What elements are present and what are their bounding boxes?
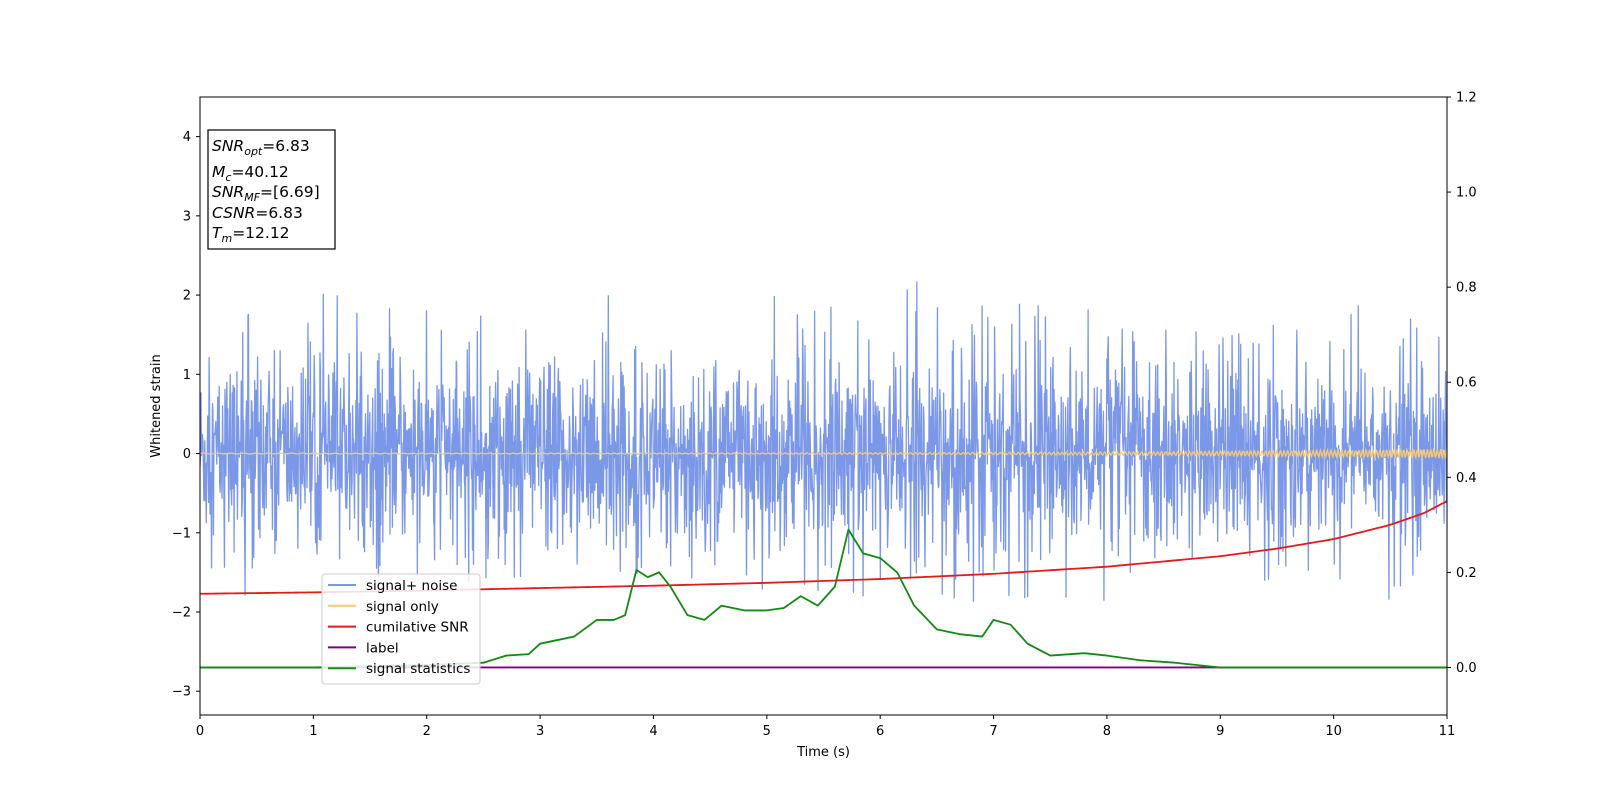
legend-label: signal+ noise [366,578,457,594]
annotation-line: SNRopt=6.83 [212,137,310,158]
y2-tick-label: 0.8 [1456,281,1477,296]
annotation-line: SNRMF=[6.69] [212,183,320,204]
y2-tick-label: 0.2 [1456,566,1477,581]
y-tick-label: 3 [183,209,191,224]
x-axis-label: Time (s) [796,745,850,760]
annotation-line: Tm=12.12 [212,224,290,245]
y2-tick-label: 1.2 [1456,91,1477,106]
plot-frame [199,96,1448,716]
y-tick-label: 1 [183,368,191,383]
series-signal-noise-line [200,281,1447,603]
y-tick-label: −3 [172,685,191,700]
y-tick-label: −1 [172,526,191,541]
series-signal-only-line [200,447,1447,460]
x-tick-label: 9 [1216,724,1224,739]
x-tick-label: 0 [196,724,204,739]
y2-tick-label: 0.4 [1456,471,1477,486]
y-tick-label: 2 [183,289,191,304]
x-tick-label: 5 [763,724,771,739]
legend: signal+ noise signal only cumilative SNR la… [321,573,481,685]
annotation-box: SNRopt=6.83 Mc=40.12SNRMF=[6.69]CSNR=6.83… [207,129,336,250]
y-axis-label: Whitened strain [149,354,164,457]
x-tick-label: 4 [649,724,657,739]
legend-label: signal statistics [366,661,470,677]
x-tick-label: 2 [423,724,431,739]
legend-label: cumilative SNR [366,620,469,636]
y2-tick-label: 0.6 [1456,376,1477,391]
series-signal-statistics-line [200,528,1447,669]
x-tick-label: 10 [1325,724,1342,739]
y-tick-label: 4 [183,130,191,145]
annotation-line: Mc=40.12 [212,163,289,184]
annotation-line: CSNR=6.83 [212,204,303,222]
legend-label: label [366,640,399,656]
x-tick-label: 3 [536,724,544,739]
x-tick-label: 7 [989,724,997,739]
x-tick-label: 6 [876,724,884,739]
x-tick-label: 8 [1103,724,1111,739]
y2-tick-label: 0.0 [1456,661,1477,676]
y-tick-label: −2 [172,606,191,621]
y-tick-label: 0 [183,447,191,462]
x-tick-label: 1 [309,724,317,739]
x-tick-label: 11 [1439,724,1456,739]
legend-label: signal only [366,599,439,615]
y2-tick-label: 1.0 [1456,186,1477,201]
